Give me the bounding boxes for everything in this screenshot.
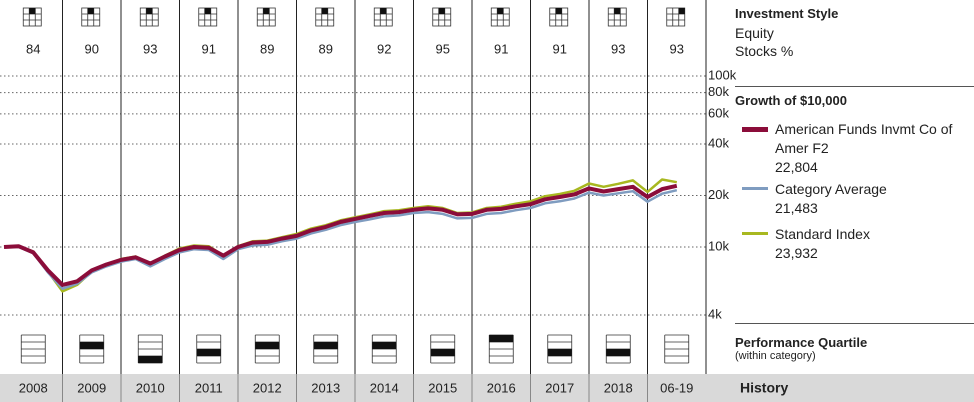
stocks-pct: 91	[494, 41, 508, 56]
style-cell	[204, 8, 211, 14]
divider	[735, 323, 974, 324]
quartile-subtitle: (within category)	[735, 350, 816, 362]
stocks-pct: 93	[611, 41, 625, 56]
quartile-mark	[138, 356, 163, 363]
legend-value: 23,932	[775, 245, 818, 261]
quartile-title: Performance Quartile	[735, 335, 868, 350]
style-cell	[614, 8, 621, 14]
style-cell	[497, 8, 504, 14]
x-tick-label: 2010	[136, 380, 165, 395]
x-tick-label: 2011	[195, 380, 223, 395]
y-tick-label: 40k	[708, 135, 729, 150]
legend-name: Category Average	[775, 181, 887, 197]
quartile-mark	[489, 335, 514, 342]
legend-value: 22,804	[775, 159, 818, 175]
y-tick-label: 20k	[708, 187, 729, 202]
legend-swatch	[742, 232, 768, 235]
stocks-pct: 93	[670, 41, 684, 56]
style-cell	[438, 8, 445, 14]
stocks-pct: 84	[26, 41, 40, 56]
x-tick-label: 2018	[604, 380, 633, 395]
quartile-mark	[79, 342, 104, 349]
x-tick-label: 2014	[370, 380, 399, 395]
legend-value: 21,483	[775, 200, 818, 216]
series-line	[3, 178, 678, 293]
stocks-pct: 91	[202, 41, 216, 56]
style-cell	[146, 8, 153, 14]
series-line	[4, 188, 678, 290]
style-cell	[87, 8, 94, 14]
x-tick-label: 2017	[545, 380, 574, 395]
style-cell	[321, 8, 328, 14]
style-cell	[555, 8, 562, 14]
x-tick-label: 2013	[311, 380, 340, 395]
stocks-pct: 93	[143, 41, 157, 56]
style-cell	[263, 8, 270, 14]
quartile-mark	[430, 349, 455, 356]
legend-name: American Funds Invmt Co of Amer F2	[775, 121, 953, 156]
growth-title: Growth of $10,000	[735, 93, 847, 108]
quartile-mark	[372, 342, 397, 349]
y-tick-label: 4k	[708, 306, 722, 321]
history-title: History	[740, 380, 788, 396]
stocks-pct: 95	[436, 41, 450, 56]
stocks-pct: 89	[319, 41, 333, 56]
style-cell	[29, 8, 36, 14]
y-tick-label: 10k	[708, 238, 729, 253]
style-cell	[678, 8, 685, 14]
x-tick-label: 2008	[19, 380, 48, 395]
legend-swatch	[742, 127, 768, 132]
quartile-mark	[313, 342, 338, 349]
y-tick-label: 80k	[708, 84, 729, 99]
quartile-mark	[255, 342, 280, 349]
x-tick-label: 2012	[253, 380, 282, 395]
style-title: Investment Style	[735, 6, 839, 21]
quartile-mark	[606, 349, 631, 356]
stocks-pct: 92	[377, 41, 391, 56]
divider	[735, 86, 974, 87]
stocks-pct: 91	[553, 41, 567, 56]
x-tick-label: 2016	[487, 380, 516, 395]
series-line	[3, 183, 678, 287]
y-tick-label: 60k	[708, 105, 729, 120]
stocks-pct: 89	[260, 41, 274, 56]
stocks-pct: 90	[85, 41, 99, 56]
x-tick-label: 2015	[428, 380, 457, 395]
legend-name: Standard Index	[775, 226, 870, 242]
x-tick-label: 06-19	[660, 380, 693, 395]
x-tick-label: 2009	[77, 380, 106, 395]
style-box	[666, 7, 686, 27]
quartile-mark	[547, 349, 572, 356]
style-asset: Equity	[735, 25, 774, 41]
style-cell	[380, 8, 387, 14]
legend-swatch	[742, 187, 768, 190]
quartile-mark	[196, 349, 221, 356]
style-measure: Stocks %	[735, 43, 794, 59]
history-bar	[0, 374, 974, 402]
y-tick-label: 100k	[708, 67, 737, 82]
